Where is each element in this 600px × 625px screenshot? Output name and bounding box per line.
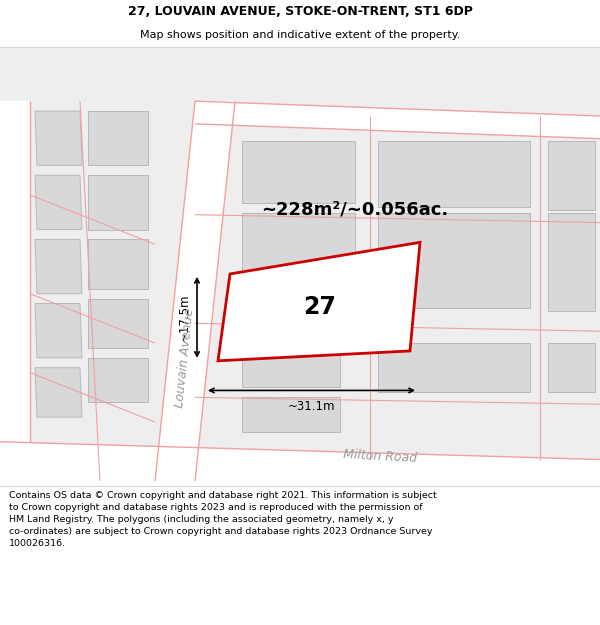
Polygon shape <box>0 47 600 481</box>
Polygon shape <box>88 239 148 289</box>
Polygon shape <box>0 442 600 481</box>
Text: ~228m²/~0.056ac.: ~228m²/~0.056ac. <box>262 201 449 219</box>
Polygon shape <box>378 213 530 309</box>
Text: Map shows position and indicative extent of the property.: Map shows position and indicative extent… <box>140 30 460 40</box>
Polygon shape <box>242 141 355 203</box>
Polygon shape <box>155 101 235 481</box>
Polygon shape <box>88 175 148 229</box>
Polygon shape <box>35 111 82 166</box>
Polygon shape <box>378 141 530 207</box>
Polygon shape <box>548 213 595 311</box>
Text: Louvain Avenue: Louvain Avenue <box>173 308 197 408</box>
Polygon shape <box>242 398 340 432</box>
Polygon shape <box>30 101 155 481</box>
Polygon shape <box>242 213 355 309</box>
Text: Milton Road: Milton Road <box>343 448 417 465</box>
Text: 27: 27 <box>303 295 336 319</box>
Polygon shape <box>88 111 148 166</box>
Text: ~31.1m: ~31.1m <box>288 400 335 413</box>
Polygon shape <box>35 368 82 417</box>
Polygon shape <box>548 141 595 210</box>
Polygon shape <box>35 175 82 229</box>
Polygon shape <box>0 101 30 442</box>
Polygon shape <box>218 242 420 361</box>
Text: Contains OS data © Crown copyright and database right 2021. This information is : Contains OS data © Crown copyright and d… <box>9 491 437 548</box>
Text: 27, LOUVAIN AVENUE, STOKE-ON-TRENT, ST1 6DP: 27, LOUVAIN AVENUE, STOKE-ON-TRENT, ST1 … <box>128 5 472 18</box>
Polygon shape <box>30 101 155 481</box>
Polygon shape <box>378 343 530 392</box>
Polygon shape <box>88 358 148 402</box>
Polygon shape <box>195 101 600 481</box>
Polygon shape <box>88 299 148 348</box>
Polygon shape <box>242 343 340 388</box>
Polygon shape <box>548 343 595 392</box>
Text: ~17.5m: ~17.5m <box>178 294 191 341</box>
Polygon shape <box>195 101 600 139</box>
Polygon shape <box>35 304 82 358</box>
Polygon shape <box>35 239 82 294</box>
